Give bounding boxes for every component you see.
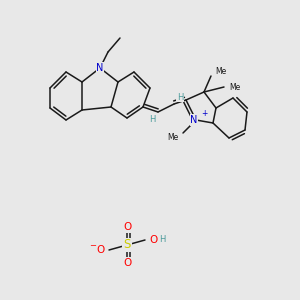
Text: O: O — [149, 235, 157, 245]
Text: H: H — [149, 115, 155, 124]
Text: Me: Me — [215, 67, 226, 76]
Text: H: H — [159, 236, 165, 244]
Text: O: O — [123, 222, 131, 232]
Text: −: − — [89, 242, 96, 250]
Text: O: O — [97, 245, 105, 255]
Text: H: H — [177, 92, 183, 101]
Text: +: + — [201, 109, 207, 118]
Text: Me: Me — [229, 82, 240, 91]
Text: Me: Me — [168, 134, 179, 142]
Text: N: N — [96, 63, 104, 73]
Text: O: O — [123, 258, 131, 268]
Text: S: S — [123, 238, 131, 251]
Text: N: N — [190, 115, 198, 125]
